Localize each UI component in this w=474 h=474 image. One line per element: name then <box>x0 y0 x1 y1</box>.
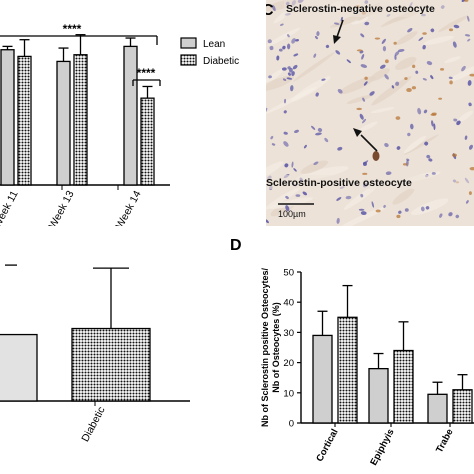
panel-a-chart: Week 11 Week 13 Week 14 **** **** Lean Dia… <box>0 22 239 226</box>
bar-diabetic-cortical <box>337 316 358 424</box>
x-tick-label: Cortical <box>314 427 340 463</box>
bar-lean-week-13 <box>56 60 71 186</box>
bar-lean-epiphyis <box>368 367 389 424</box>
label-sclerostin-negative: Sclerostin-negative osteocyte <box>286 3 435 15</box>
significance-bracket-overall: **** <box>0 22 158 45</box>
x-tick-label: Epiphyis <box>368 427 396 467</box>
arrow-icon <box>333 19 344 44</box>
bar-diabetic-week-14 <box>140 97 155 186</box>
arrow-icon <box>353 128 378 152</box>
error-bar <box>342 284 353 318</box>
y-tick-label: 0 <box>289 419 294 430</box>
panel-a-legend: Lean Diabetic <box>180 37 239 67</box>
bar-diabetic-week-11 <box>17 55 32 186</box>
tissue-texture <box>266 0 474 226</box>
panel-d-y-axis-label: Nb of Sclerostin positive Osteocytes/Nb … <box>260 267 281 427</box>
bar-diabetic <box>71 327 151 402</box>
tick-label: Week 11 <box>0 189 21 226</box>
bar-lean-cortical <box>312 334 333 424</box>
error-bar <box>125 37 136 47</box>
significance-label-week14: **** <box>137 66 156 80</box>
y-tick-label: 10 <box>283 388 294 399</box>
error-bar <box>19 39 30 57</box>
panel-a-tick-labels: Week 11 Week 13 Week 14 <box>0 189 144 226</box>
error-bar <box>58 47 69 62</box>
legend-label-lean: Lean <box>203 39 225 50</box>
scalebar-label: 100µm <box>278 209 306 219</box>
panel-d-chart: D Nb of Sclerostin positive Osteocytes/N… <box>230 237 474 467</box>
error-bar <box>2 45 13 50</box>
panel-d-bars <box>312 284 473 424</box>
y-tick-label: 20 <box>283 358 294 369</box>
error-bar <box>373 352 384 369</box>
label-sclerostin-positive: Sclerostin-positive osteocyte <box>266 177 412 189</box>
tick-label: Week 13 <box>47 189 77 226</box>
y-tick-label: 40 <box>283 298 294 309</box>
panel-d-tick-labels: Cortical Epiphyis Trabe <box>314 427 455 467</box>
panel-b-axis <box>0 400 190 406</box>
panel-d-letter: D <box>230 237 242 254</box>
error-bar <box>142 85 153 99</box>
significance-bracket-week14: **** <box>132 66 161 86</box>
error-bar <box>317 310 328 336</box>
error-bar <box>432 381 443 395</box>
bar-diabetic-trabe <box>452 389 473 424</box>
panel-b-chart: Diabetic <box>0 264 190 444</box>
scalebar: 100µm <box>278 203 314 219</box>
panel-a-axis <box>0 184 170 190</box>
y-tick-label: 30 <box>283 328 294 339</box>
bar-diabetic-week-13 <box>73 54 88 186</box>
bar-lean-week-11 <box>0 49 15 186</box>
bar-lean <box>0 333 38 402</box>
x-tick-label: Trabe <box>434 427 456 455</box>
significance-label-overall: **** <box>63 22 82 36</box>
y-tick-label: 50 <box>283 268 294 279</box>
bar-diabetic-epiphyis <box>393 349 414 424</box>
bar-lean-week-14 <box>123 45 138 186</box>
legend-swatch-diabetic <box>180 54 197 66</box>
error-bar <box>398 321 409 351</box>
micrograph-image: C Sclerostin-negative osteocyte Sclerost… <box>266 0 474 226</box>
panel-b-bars <box>0 264 151 402</box>
tick-label: Diabetic <box>79 405 107 444</box>
legend-label-diabetic: Diabetic <box>203 56 239 67</box>
error-bar <box>75 34 86 55</box>
panel-c-micrograph: C Sclerostin-negative osteocyte Sclerost… <box>266 0 474 226</box>
panel-a-bars <box>0 34 155 186</box>
error-bar <box>457 374 468 390</box>
legend-swatch-lean <box>180 37 197 49</box>
bar-lean-trabe <box>427 393 448 424</box>
panel-c-letter: C <box>266 2 274 19</box>
tick-label: Week 14 <box>114 189 144 226</box>
error-bar <box>93 267 129 329</box>
panel-b-tick-labels: Diabetic <box>79 405 107 444</box>
